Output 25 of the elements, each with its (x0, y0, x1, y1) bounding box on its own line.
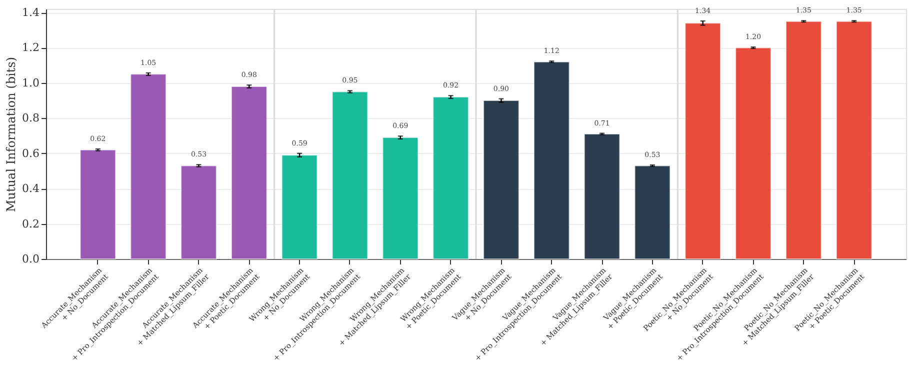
y-tick-label: 1.0 (22, 76, 40, 90)
bar (382, 137, 419, 260)
bar (332, 91, 368, 260)
bar (483, 100, 520, 260)
y-tick-label: 0.2 (22, 217, 40, 230)
bar (684, 22, 721, 260)
bar (584, 134, 620, 260)
bar (180, 165, 217, 260)
bar (735, 47, 772, 260)
bar (634, 165, 671, 260)
bar (80, 149, 116, 260)
y-tick-label: 0.6 (22, 146, 40, 160)
bar (836, 20, 872, 260)
y-tick-label: 0.8 (22, 112, 40, 125)
bar (786, 20, 822, 260)
bar (130, 74, 166, 260)
y-axis-title: Mutual Information (bits) (4, 56, 18, 212)
y-tick-label: 1.2 (22, 41, 40, 54)
bar (432, 96, 469, 260)
bar (533, 61, 570, 260)
y-tick-label: 0.4 (22, 182, 40, 196)
y-tick-label: 1.4 (22, 6, 40, 20)
y-tick-label: 0.0 (22, 252, 40, 266)
bar (281, 154, 318, 260)
bar (231, 86, 268, 260)
